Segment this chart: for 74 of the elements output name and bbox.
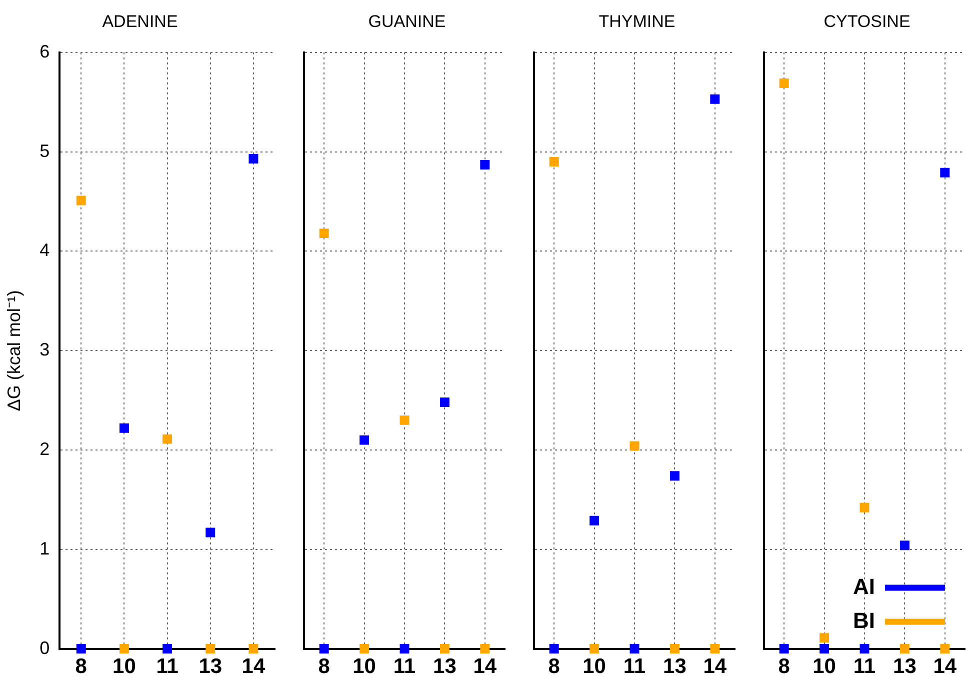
x-tick-label: 14 (242, 655, 266, 678)
point (440, 644, 450, 654)
point (480, 644, 490, 654)
x-tick-label: 14 (473, 655, 497, 678)
point (206, 528, 216, 538)
point (319, 228, 329, 238)
point (319, 644, 329, 654)
x-tick-label: 13 (198, 655, 222, 678)
point (940, 168, 950, 178)
x-tick-label: 10 (112, 655, 136, 678)
point (860, 502, 870, 512)
point (400, 415, 410, 425)
point (480, 160, 490, 170)
x-tick-label: 11 (623, 655, 646, 678)
point (590, 644, 600, 654)
point (119, 644, 129, 654)
y-tick-label: 1 (40, 538, 50, 558)
y-axis-title: ΔG (kcal mol⁻¹) (4, 290, 24, 412)
point (900, 644, 910, 654)
point (206, 644, 216, 654)
x-tick-label: 11 (393, 655, 416, 678)
point (360, 644, 370, 654)
point (248, 154, 258, 164)
y-tick-label: 4 (40, 240, 50, 260)
point (549, 644, 559, 654)
x-tick-label: 13 (663, 655, 686, 678)
point (820, 633, 830, 643)
y-tick-label: 0 (40, 638, 50, 658)
x-tick-label: 8 (318, 655, 330, 678)
x-tick-label: 8 (778, 655, 790, 678)
point (940, 644, 950, 654)
point (76, 644, 86, 654)
point (670, 644, 680, 654)
y-tick-label: 6 (40, 41, 50, 62)
point (630, 441, 640, 451)
x-tick-label: 8 (75, 655, 88, 678)
point (670, 471, 680, 481)
point (779, 644, 789, 654)
x-tick-label: 8 (548, 655, 560, 678)
x-tick-label: 11 (156, 655, 179, 678)
x-tick-label: 13 (893, 655, 916, 678)
point (710, 644, 720, 654)
chart-title: GUANINE (368, 12, 446, 31)
x-tick-label: 10 (352, 655, 376, 678)
point (162, 434, 172, 444)
y-tick-label: 5 (40, 140, 50, 161)
chart-title: CYTOSINE (824, 12, 910, 31)
point (590, 516, 600, 526)
point (162, 644, 172, 654)
point (400, 644, 410, 654)
point (549, 157, 559, 166)
chart-title: ADENINE (102, 12, 178, 31)
x-tick-label: 10 (582, 655, 606, 678)
x-tick-label: 14 (703, 655, 727, 678)
point (119, 423, 129, 433)
point (900, 540, 910, 550)
x-tick-label: 11 (853, 655, 876, 678)
x-tick-label: 10 (812, 655, 836, 678)
point (76, 196, 86, 206)
point (248, 644, 258, 654)
point (440, 398, 450, 408)
chart-title: THYMINE (598, 12, 676, 31)
y-tick-label: 2 (40, 438, 50, 459)
point (820, 644, 830, 654)
point (710, 94, 720, 104)
point (779, 78, 789, 88)
x-tick-label: 13 (433, 655, 456, 678)
point (860, 644, 870, 654)
legend-label: BI (853, 608, 875, 633)
point (630, 644, 640, 654)
x-tick-label: 14 (933, 655, 957, 678)
y-tick-label: 3 (40, 340, 50, 360)
legend-label: AI (853, 574, 875, 599)
point (360, 435, 370, 445)
